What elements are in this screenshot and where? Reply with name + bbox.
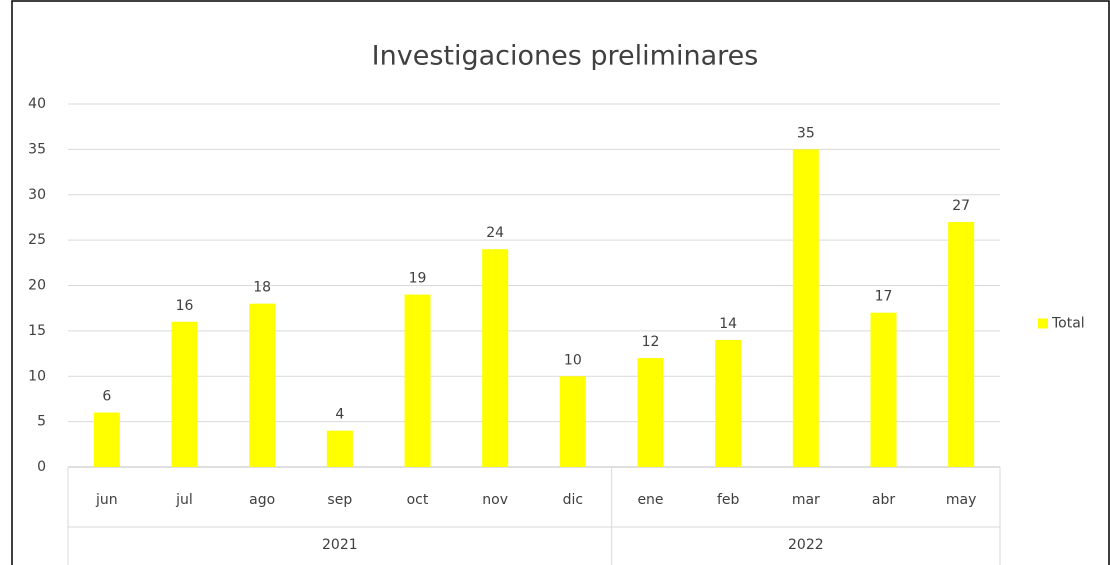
x-tick-label: ene [637, 492, 663, 508]
y-tick-label: 35 [28, 141, 46, 157]
group-label: 2021 [322, 537, 358, 553]
x-tick-label: abr [872, 492, 895, 508]
bar [326, 430, 353, 467]
data-label: 35 [797, 125, 815, 141]
bar [948, 221, 975, 467]
data-label: 17 [875, 289, 893, 305]
y-tick-label: 15 [28, 323, 46, 339]
bar [482, 249, 509, 467]
data-label: 27 [952, 198, 970, 214]
y-tick-label: 0 [37, 459, 46, 475]
bar [637, 358, 664, 467]
y-tick-label: 5 [37, 414, 46, 430]
chart-title: Investigaciones preliminares [372, 41, 759, 72]
data-label: 12 [642, 334, 660, 350]
bar [404, 294, 431, 467]
y-tick-label: 30 [28, 187, 46, 203]
bar [792, 149, 819, 467]
data-label: 10 [564, 352, 582, 368]
data-label: 18 [253, 280, 271, 296]
data-label: 16 [176, 298, 194, 314]
x-tick-label: ago [249, 492, 275, 508]
y-tick-label: 40 [28, 96, 46, 112]
x-tick-label: feb [717, 492, 740, 508]
x-tick-label: mar [792, 492, 820, 508]
bar [171, 321, 198, 467]
bar [715, 339, 742, 467]
legend-swatch [1038, 318, 1048, 329]
y-tick-label: 25 [28, 232, 46, 248]
y-tick-label: 20 [28, 278, 46, 294]
chart-border [11, 0, 1110, 565]
bar [559, 376, 586, 467]
bar [870, 312, 897, 467]
data-label: 4 [335, 407, 344, 423]
x-tick-label: may [946, 492, 977, 508]
x-tick-label: jun [95, 492, 118, 508]
x-tick-label: dic [563, 492, 583, 508]
x-tick-label: nov [482, 492, 508, 508]
bar [249, 303, 276, 467]
x-tick-label: sep [327, 492, 352, 508]
y-tick-label: 10 [28, 368, 46, 384]
data-label: 19 [409, 271, 427, 287]
data-label: 24 [486, 225, 504, 241]
legend-label: Total [1051, 316, 1085, 332]
group-label: 2022 [788, 537, 824, 553]
x-tick-label: jul [175, 492, 193, 508]
bar [93, 412, 120, 467]
data-label: 6 [102, 389, 111, 405]
x-tick-label: oct [407, 492, 429, 508]
data-label: 14 [719, 316, 737, 332]
